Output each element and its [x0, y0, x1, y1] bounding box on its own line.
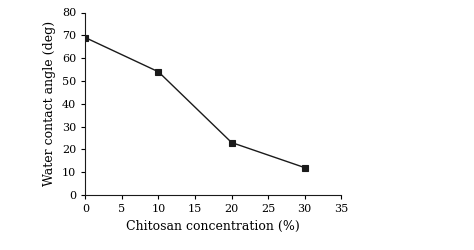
Y-axis label: Water contact angle (deg): Water contact angle (deg) [44, 21, 56, 186]
X-axis label: Chitosan concentration (%): Chitosan concentration (%) [127, 220, 300, 232]
